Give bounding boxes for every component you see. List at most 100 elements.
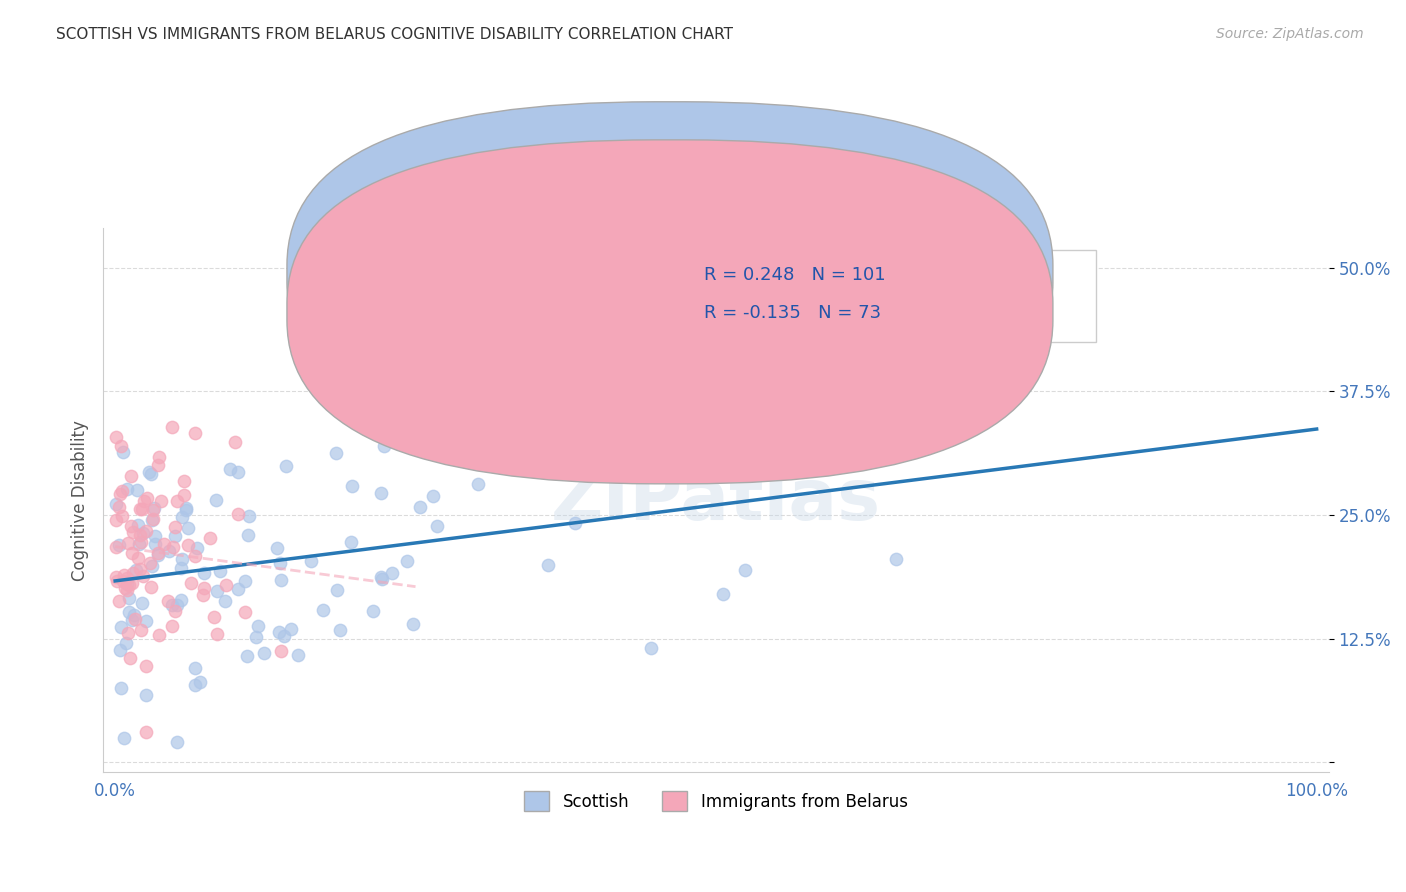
Scottish <box>172 510 194 524</box>
Immigrants from Belarus <box>118 578 141 592</box>
Scottish <box>214 594 236 608</box>
Immigrants from Belarus <box>138 556 160 570</box>
Scottish <box>108 538 131 552</box>
Immigrants from Belarus <box>150 493 173 508</box>
Immigrants from Belarus <box>224 435 246 450</box>
Scottish <box>640 641 662 656</box>
Scottish <box>238 528 260 542</box>
Scottish <box>498 450 520 464</box>
Scottish <box>402 617 425 632</box>
Immigrants from Belarus <box>121 546 143 560</box>
Scottish <box>143 501 166 516</box>
Scottish <box>226 465 249 479</box>
Scottish <box>110 620 132 634</box>
Scottish <box>340 535 363 549</box>
Scottish <box>280 623 302 637</box>
Scottish <box>166 735 188 749</box>
Immigrants from Belarus <box>111 574 134 588</box>
Scottish <box>146 548 169 562</box>
Scottish <box>270 574 292 588</box>
Scottish <box>176 521 198 535</box>
Scottish <box>141 513 163 527</box>
Immigrants from Belarus <box>193 581 215 595</box>
Immigrants from Belarus <box>135 659 157 673</box>
Scottish <box>183 661 205 675</box>
Immigrants from Belarus <box>111 484 134 499</box>
FancyBboxPatch shape <box>606 250 1095 343</box>
Scottish <box>169 561 191 575</box>
Scottish <box>163 529 186 543</box>
Scottish <box>110 681 132 695</box>
Immigrants from Belarus <box>112 568 135 582</box>
Immigrants from Belarus <box>107 500 129 514</box>
Scottish <box>127 517 149 532</box>
Text: R = -0.135   N = 73: R = -0.135 N = 73 <box>703 304 880 322</box>
Immigrants from Belarus <box>131 624 153 638</box>
Scottish <box>135 688 157 702</box>
Scottish <box>157 544 180 558</box>
Scottish <box>166 598 188 612</box>
Immigrants from Belarus <box>148 458 170 473</box>
Immigrants from Belarus <box>184 549 207 563</box>
Scottish <box>128 537 150 551</box>
Scottish <box>188 675 211 690</box>
Scottish <box>373 439 395 453</box>
Immigrants from Belarus <box>160 420 183 434</box>
Y-axis label: Cognitive Disability: Cognitive Disability <box>72 420 89 581</box>
Scottish <box>143 529 166 543</box>
Immigrants from Belarus <box>139 580 162 594</box>
Scottish <box>122 607 145 622</box>
Immigrants from Belarus <box>198 531 221 545</box>
Immigrants from Belarus <box>110 439 132 453</box>
Scottish <box>125 563 148 577</box>
Scottish <box>609 409 631 423</box>
Scottish <box>186 541 208 555</box>
Immigrants from Belarus <box>177 538 200 552</box>
Scottish <box>205 584 228 599</box>
Immigrants from Belarus <box>111 508 134 523</box>
Scottish <box>299 554 322 568</box>
Scottish <box>236 649 259 664</box>
Immigrants from Belarus <box>121 575 143 590</box>
Immigrants from Belarus <box>115 582 138 597</box>
Immigrants from Belarus <box>180 576 202 591</box>
Immigrants from Belarus <box>108 594 131 608</box>
Immigrants from Belarus <box>105 570 128 584</box>
Scottish <box>112 445 135 459</box>
Scottish <box>312 602 335 616</box>
Immigrants from Belarus <box>202 610 225 624</box>
Scottish <box>184 678 207 692</box>
Scottish <box>269 556 291 570</box>
Immigrants from Belarus <box>122 524 145 539</box>
Immigrants from Belarus <box>166 494 188 508</box>
Scottish <box>174 503 197 517</box>
Scottish <box>396 554 419 568</box>
Scottish <box>131 526 153 541</box>
Immigrants from Belarus <box>173 488 195 502</box>
Immigrants from Belarus <box>108 486 131 500</box>
Scottish <box>138 465 160 479</box>
Immigrants from Belarus <box>105 541 128 555</box>
Immigrants from Belarus <box>162 619 184 633</box>
Scottish <box>174 501 197 516</box>
Scottish <box>253 646 276 660</box>
Text: SCOTTISH VS IMMIGRANTS FROM BELARUS COGNITIVE DISABILITY CORRELATION CHART: SCOTTISH VS IMMIGRANTS FROM BELARUS COGN… <box>56 27 734 42</box>
Immigrants from Belarus <box>163 519 186 533</box>
Immigrants from Belarus <box>134 494 156 508</box>
Immigrants from Belarus <box>148 627 170 641</box>
Scottish <box>135 614 157 628</box>
Immigrants from Belarus <box>129 501 152 516</box>
Scottish <box>426 518 449 533</box>
Immigrants from Belarus <box>157 594 180 608</box>
Scottish <box>219 461 242 475</box>
Scottish <box>339 354 361 368</box>
Scottish <box>233 574 256 588</box>
Immigrants from Belarus <box>141 512 163 526</box>
Scottish <box>564 516 586 531</box>
Immigrants from Belarus <box>215 578 238 592</box>
Scottish <box>266 541 288 555</box>
Immigrants from Belarus <box>162 540 184 554</box>
Scottish <box>169 592 191 607</box>
Immigrants from Belarus <box>114 581 136 595</box>
Scottish <box>141 559 163 574</box>
